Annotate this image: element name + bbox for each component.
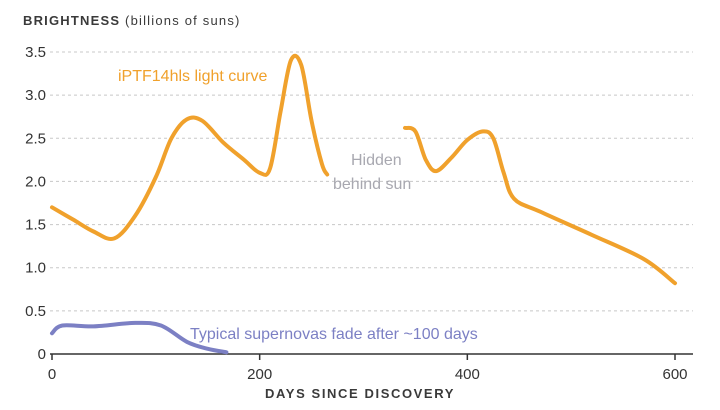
- y-axis-title: BRIGHTNESS (billions of suns): [23, 13, 241, 28]
- y-axis-title-unit: (billions of suns): [125, 13, 241, 28]
- x-tick-label: 400: [455, 366, 480, 383]
- hidden-behind-sun-line1: Hidden: [351, 152, 402, 169]
- series-label-iptf14hls: iPTF14hls light curve: [118, 68, 267, 85]
- hidden-behind-sun-line2: behind sun: [333, 176, 411, 193]
- y-tick-label: 2.0: [25, 173, 46, 190]
- y-tick-label: 1.5: [25, 217, 46, 234]
- series-lines: [50, 53, 677, 355]
- y-tick-label: 0.5: [25, 303, 46, 320]
- y-axis-title-main: BRIGHTNESS: [23, 13, 121, 28]
- x-tick-label: 200: [247, 366, 272, 383]
- x-tick-label: 600: [662, 366, 687, 383]
- y-tick-label: 3.0: [25, 87, 46, 104]
- x-tick-label: 0: [48, 366, 56, 383]
- y-tick-labels: 0 0.5 1.0 1.5 2.0 2.5 3.0 3.5: [25, 44, 46, 363]
- y-tick-label: 2.5: [25, 130, 46, 147]
- y-tick-label: 0: [38, 346, 46, 363]
- x-axis-title: DAYS SINCE DISCOVERY: [265, 386, 455, 401]
- typical-supernova-note: Typical supernovas fade after ~100 days: [190, 326, 478, 343]
- y-tick-label: 1.0: [25, 260, 46, 277]
- gridlines: [50, 51, 693, 355]
- y-tick-label: 3.5: [25, 44, 46, 61]
- x-tick-labels: 0 200 400 600: [48, 354, 688, 383]
- typical-supernova-curve-segment-1: [50, 320, 229, 355]
- iptf14hls-curve-segment-2: [403, 125, 677, 286]
- iptf14hls-curve-segment-1: [50, 53, 330, 241]
